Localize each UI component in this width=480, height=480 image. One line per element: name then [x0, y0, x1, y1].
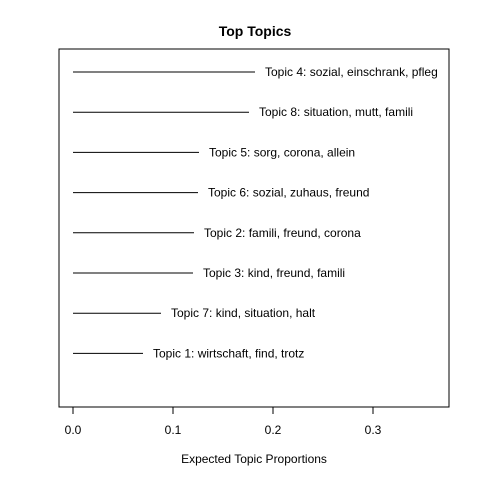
- bar-label: Topic 4: sozial, einschrank, pfleg: [265, 65, 438, 79]
- x-tick-label: 0.0: [65, 423, 82, 437]
- bar-group: Topic 4: sozial, einschrank, pfleg Topic …: [73, 65, 438, 360]
- bar-label: Topic 6: sozial, zuhaus, freund: [208, 186, 369, 200]
- bar-label: Topic 3: kind, freund, famili: [203, 266, 345, 280]
- bar-label: Topic 7: kind, situation, halt: [171, 306, 316, 320]
- x-axis-label: Expected Topic Proportions: [181, 452, 327, 466]
- x-tick-label: 0.1: [165, 423, 182, 437]
- bar-label: Topic 8: situation, mutt, famili: [259, 105, 413, 119]
- bar-label: Topic 1: wirtschaft, find, trotz: [153, 346, 304, 360]
- x-tick-label: 0.3: [365, 423, 382, 437]
- x-tick-label: 0.2: [265, 423, 282, 437]
- chart-title: Top Topics: [219, 23, 292, 39]
- bar-label: Topic 2: famili, freund, corona: [204, 226, 361, 240]
- x-axis: 0.0 0.1 0.2 0.3: [65, 406, 382, 437]
- bar-label: Topic 5: sorg, corona, allein: [209, 145, 355, 159]
